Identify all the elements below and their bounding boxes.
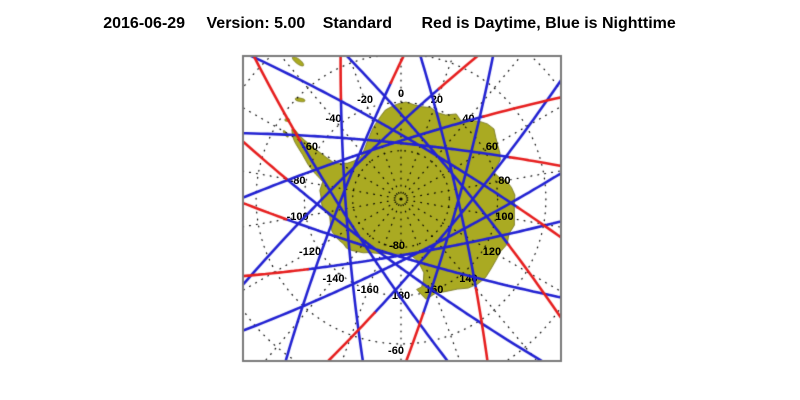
title-mode: Standard [322, 15, 393, 32]
longitude-label--120: -120 [299, 245, 322, 258]
title-legend: Red is Daytime, Blue is Nighttime [421, 15, 676, 32]
longitude-label-40: 40 [462, 112, 475, 125]
longitude-label-120: 120 [482, 245, 502, 258]
latitude-label--60: -60 [388, 345, 404, 357]
longitude-label--80: -80 [289, 174, 306, 187]
longitude-label-160: 160 [424, 284, 444, 297]
longitude-label-20: 20 [430, 94, 444, 107]
latitude-label--80: -80 [389, 240, 405, 252]
longitude-label-0: 0 [397, 88, 405, 100]
longitude-label-180: 180 [391, 290, 411, 302]
longitude-label-80: 80 [498, 174, 511, 187]
longitude-label--60: -60 [302, 140, 319, 153]
longitude-label-60: 60 [485, 140, 499, 153]
title-date: 2016-06-29 [103, 15, 186, 32]
longitude-label--160: -160 [356, 284, 379, 297]
longitude-label-100: 100 [495, 211, 514, 224]
figure-title: 2016-06-29 Version: 5.00 Standard Red is… [0, 15, 779, 33]
longitude-label--100: -100 [286, 211, 309, 224]
longitude-label-140: 140 [459, 273, 478, 286]
longitude-label--140: -140 [322, 273, 345, 286]
longitude-label--40: -40 [325, 112, 342, 125]
longitude-label--20: -20 [357, 94, 374, 107]
title-version: Version: 5.00 [206, 15, 306, 32]
